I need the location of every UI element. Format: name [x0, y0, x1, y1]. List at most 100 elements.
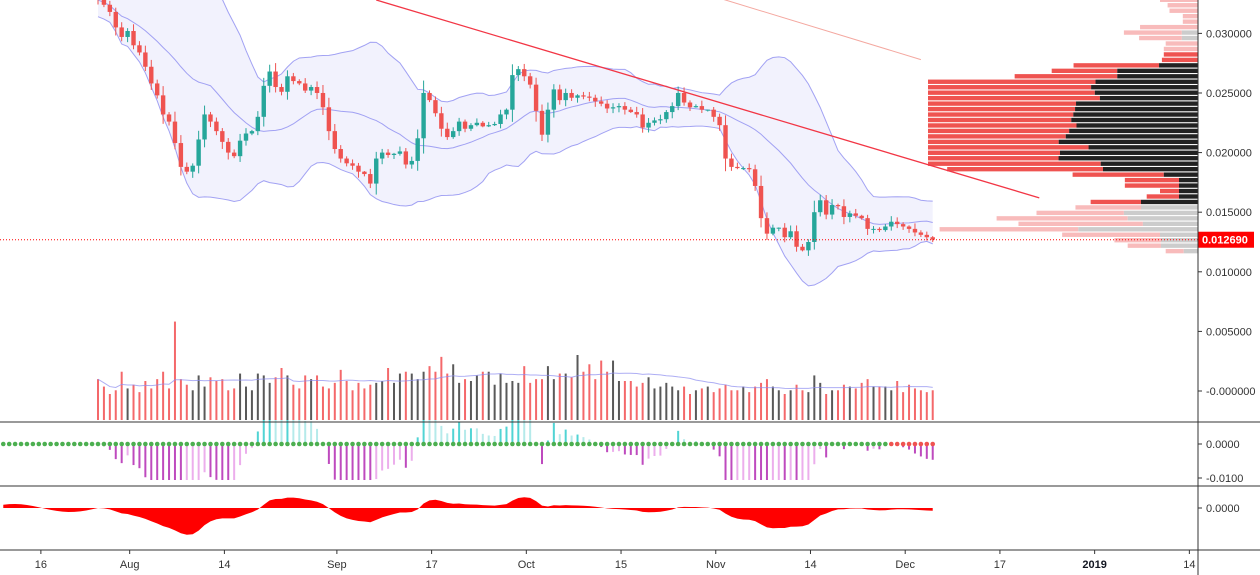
candle-body[interactable]: [326, 107, 332, 132]
candle-body[interactable]: [119, 27, 124, 37]
candle-body[interactable]: [486, 125, 491, 127]
candle-body[interactable]: [569, 92, 574, 98]
candle-body[interactable]: [113, 11, 118, 28]
candle-body[interactable]: [291, 76, 296, 82]
candle-body[interactable]: [841, 206, 847, 217]
candle-body[interactable]: [433, 100, 438, 114]
candle-body[interactable]: [226, 141, 231, 153]
candle-body[interactable]: [711, 109, 716, 117]
candle-body[interactable]: [338, 149, 343, 159]
candle-body[interactable]: [160, 95, 166, 115]
candle-body[interactable]: [877, 228, 882, 231]
candle-body[interactable]: [545, 109, 551, 135]
candle-body[interactable]: [593, 97, 598, 102]
candle-body[interactable]: [871, 228, 876, 230]
candle-body[interactable]: [492, 123, 497, 126]
candle-body[interactable]: [628, 109, 633, 113]
candle-body[interactable]: [308, 87, 314, 91]
candle-body[interactable]: [474, 122, 480, 126]
candle-body[interactable]: [622, 106, 628, 110]
candle-body[interactable]: [599, 101, 604, 104]
candle-body[interactable]: [451, 131, 456, 138]
candle-body[interactable]: [782, 227, 787, 238]
candle-body[interactable]: [527, 76, 533, 85]
candle-body[interactable]: [741, 168, 746, 170]
candle-body[interactable]: [752, 169, 758, 186]
candle-body[interactable]: [900, 224, 906, 227]
candle-body[interactable]: [261, 85, 266, 117]
candle-body[interactable]: [924, 234, 929, 238]
candle-body[interactable]: [172, 121, 178, 144]
candle-body[interactable]: [723, 125, 728, 159]
candle-body[interactable]: [889, 221, 894, 227]
candle-body[interactable]: [504, 109, 509, 115]
candle-body[interactable]: [758, 185, 764, 219]
candle-body[interactable]: [480, 122, 485, 127]
candle-body[interactable]: [356, 165, 361, 172]
candles[interactable]: [96, 0, 935, 256]
candle-body[interactable]: [675, 92, 681, 107]
candle-body[interactable]: [279, 87, 284, 92]
candle-body[interactable]: [729, 158, 734, 167]
candle-body[interactable]: [350, 163, 355, 166]
candle-body[interactable]: [794, 231, 799, 247]
candle-body[interactable]: [101, 0, 107, 5]
candle-body[interactable]: [835, 205, 841, 207]
candle-body[interactable]: [273, 71, 278, 88]
candle-body[interactable]: [397, 151, 403, 154]
candle-body[interactable]: [847, 213, 853, 217]
candle-body[interactable]: [255, 116, 261, 132]
candle-body[interactable]: [249, 131, 255, 134]
candle-body[interactable]: [581, 95, 586, 97]
candle-body[interactable]: [705, 109, 710, 111]
candle-body[interactable]: [634, 112, 639, 115]
candle-body[interactable]: [906, 226, 912, 229]
candle-body[interactable]: [747, 168, 752, 170]
candle-body[interactable]: [557, 89, 562, 101]
candle-body[interactable]: [918, 232, 924, 235]
candle-body[interactable]: [196, 139, 201, 166]
candle-body[interactable]: [421, 92, 426, 139]
candle-body[interactable]: [912, 228, 918, 233]
candle-body[interactable]: [853, 213, 858, 216]
candle-body[interactable]: [462, 121, 468, 129]
candle-body[interactable]: [699, 106, 705, 110]
candle-body[interactable]: [717, 116, 722, 126]
candle-body[interactable]: [587, 96, 592, 98]
candle-body[interactable]: [374, 158, 379, 184]
candle-body[interactable]: [818, 200, 823, 213]
candle-body[interactable]: [829, 205, 835, 215]
candle-body[interactable]: [823, 200, 829, 215]
candle-body[interactable]: [409, 160, 414, 165]
candle-body[interactable]: [652, 120, 657, 123]
candle-body[interactable]: [770, 227, 776, 234]
candle-body[interactable]: [314, 87, 320, 93]
candle-body[interactable]: [320, 92, 326, 108]
candle-body[interactable]: [575, 95, 580, 98]
candle-body[interactable]: [788, 231, 793, 238]
candle-body[interactable]: [344, 158, 349, 164]
candle-body[interactable]: [658, 119, 663, 121]
candle-body[interactable]: [107, 4, 113, 12]
candle-body[interactable]: [859, 215, 864, 219]
candle-body[interactable]: [563, 92, 568, 101]
candle-body[interactable]: [670, 106, 675, 113]
candle-body[interactable]: [456, 121, 462, 132]
candle-body[interactable]: [640, 114, 645, 128]
candle-body[interactable]: [178, 143, 184, 167]
candle-body[interactable]: [125, 30, 130, 37]
candle-body[interactable]: [468, 125, 474, 129]
candle-body[interactable]: [332, 131, 337, 150]
trendline[interactable]: [376, 0, 1040, 199]
candle-body[interactable]: [865, 218, 870, 229]
candle-body[interactable]: [385, 152, 391, 155]
candle-body[interactable]: [735, 166, 740, 169]
candle-body[interactable]: [800, 246, 805, 251]
candle-body[interactable]: [190, 165, 195, 172]
candle-body[interactable]: [202, 114, 207, 140]
candle-body[interactable]: [297, 81, 302, 84]
candle-body[interactable]: [616, 106, 622, 108]
candle-body[interactable]: [498, 114, 503, 124]
candle-body[interactable]: [362, 171, 367, 175]
candle-body[interactable]: [131, 30, 136, 46]
